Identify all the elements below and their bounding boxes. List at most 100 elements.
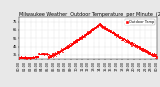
Point — [96, 25, 99, 26]
Point — [100, 25, 102, 26]
Point — [20, 56, 22, 58]
Point — [130, 42, 132, 43]
Point — [150, 55, 152, 56]
Point — [81, 37, 84, 38]
Point — [151, 53, 153, 54]
Point — [118, 36, 120, 37]
Point — [68, 43, 71, 45]
Point — [98, 23, 101, 24]
Point — [66, 45, 69, 47]
Point — [40, 53, 43, 54]
Point — [86, 33, 89, 34]
Point — [39, 54, 41, 55]
Point — [134, 45, 137, 46]
Point — [79, 38, 82, 39]
Point — [101, 26, 104, 28]
Point — [24, 57, 27, 59]
Point — [64, 47, 67, 48]
Point — [45, 53, 47, 55]
Point — [25, 57, 28, 58]
Point — [31, 56, 34, 58]
Point — [136, 46, 139, 47]
Point — [138, 46, 140, 48]
Point — [53, 53, 56, 54]
Point — [87, 33, 89, 35]
Point — [54, 52, 56, 53]
Point — [114, 34, 117, 36]
Point — [130, 41, 133, 43]
Point — [70, 42, 73, 44]
Point — [36, 56, 38, 57]
Point — [88, 32, 91, 33]
Point — [20, 56, 23, 58]
Point — [149, 53, 151, 55]
Point — [134, 44, 136, 45]
Point — [104, 28, 107, 30]
Point — [120, 37, 123, 39]
Point — [94, 26, 97, 28]
Point — [80, 36, 82, 38]
Point — [86, 31, 89, 32]
Point — [68, 44, 71, 46]
Point — [28, 56, 31, 58]
Point — [125, 39, 127, 40]
Point — [52, 54, 55, 55]
Point — [111, 32, 114, 33]
Point — [133, 45, 135, 46]
Point — [117, 35, 119, 37]
Point — [34, 56, 36, 57]
Point — [132, 44, 135, 45]
Point — [154, 53, 156, 55]
Point — [64, 48, 66, 50]
Point — [52, 54, 55, 55]
Point — [128, 42, 130, 43]
Point — [154, 54, 157, 56]
Point — [64, 47, 66, 48]
Point — [60, 50, 63, 51]
Point — [36, 56, 39, 57]
Point — [45, 53, 48, 54]
Point — [139, 47, 141, 48]
Point — [90, 28, 93, 29]
Point — [113, 32, 115, 33]
Point — [84, 34, 86, 35]
Point — [153, 54, 155, 55]
Point — [86, 33, 89, 35]
Point — [129, 42, 132, 43]
Point — [66, 47, 69, 48]
Point — [35, 56, 38, 57]
Point — [92, 28, 94, 30]
Point — [78, 38, 81, 39]
Point — [119, 37, 121, 39]
Point — [116, 35, 119, 36]
Point — [76, 39, 79, 41]
Point — [145, 51, 148, 52]
Point — [112, 33, 115, 34]
Point — [124, 39, 127, 40]
Point — [21, 57, 24, 58]
Point — [154, 55, 156, 56]
Point — [75, 41, 77, 42]
Point — [110, 30, 113, 32]
Point — [144, 50, 147, 51]
Point — [39, 53, 41, 55]
Point — [64, 48, 66, 50]
Point — [35, 56, 38, 58]
Point — [113, 33, 116, 35]
Point — [135, 45, 138, 46]
Point — [49, 55, 52, 57]
Point — [54, 53, 57, 54]
Point — [72, 41, 75, 43]
Point — [110, 30, 112, 32]
Point — [31, 56, 34, 58]
Point — [68, 45, 70, 47]
Point — [129, 42, 131, 44]
Point — [110, 32, 113, 34]
Point — [95, 26, 97, 27]
Point — [86, 33, 88, 35]
Point — [107, 29, 109, 30]
Point — [105, 29, 108, 31]
Point — [46, 53, 48, 54]
Point — [100, 24, 103, 26]
Point — [64, 47, 67, 48]
